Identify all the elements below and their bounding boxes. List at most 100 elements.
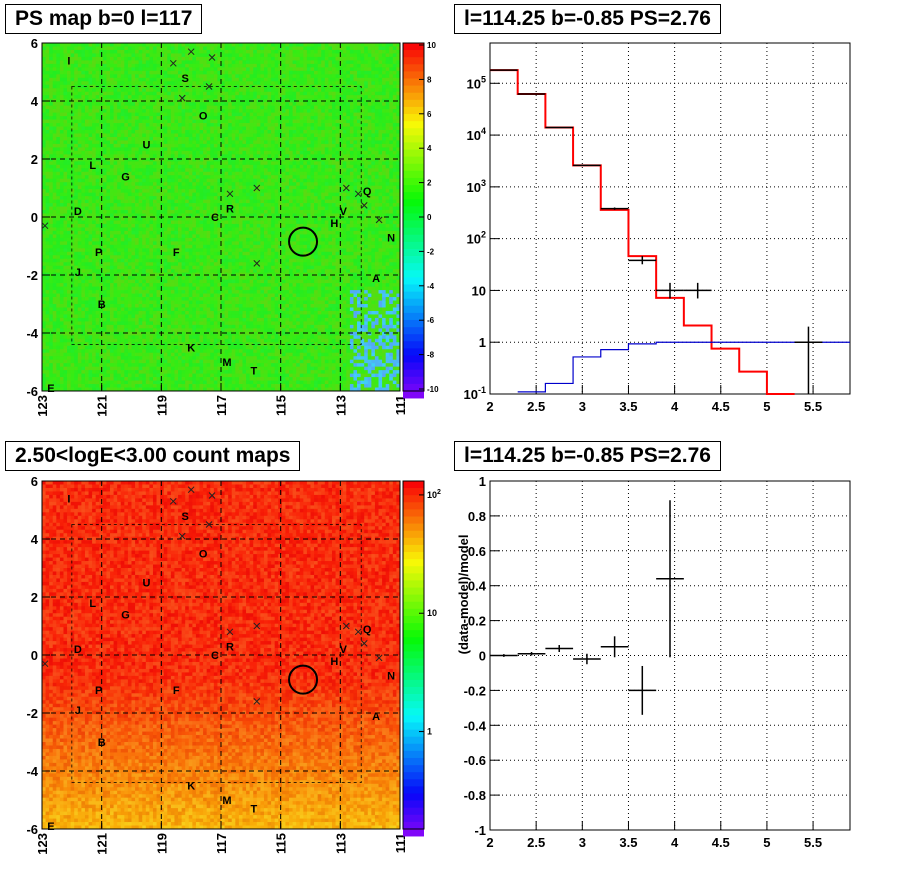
ps-cell	[185, 328, 189, 332]
ps-cell	[110, 165, 114, 169]
ps-cell	[96, 147, 100, 151]
ps-cell	[167, 43, 171, 47]
ps-cell	[74, 227, 78, 231]
ps-cell	[185, 259, 189, 263]
ps-cell	[167, 349, 171, 353]
ps-cell	[49, 186, 53, 190]
ps-cell	[74, 196, 78, 200]
ps-cell	[182, 158, 186, 162]
ps-cell	[132, 113, 136, 117]
ps-cell	[182, 200, 186, 204]
ps-cell	[135, 307, 139, 311]
ps-cell	[149, 113, 153, 117]
ps-cell	[110, 78, 114, 82]
ps-cell	[60, 367, 64, 371]
ps-cell	[63, 304, 67, 308]
ps-cell	[135, 144, 139, 148]
ps-cell	[121, 196, 125, 200]
ps-cell	[174, 46, 178, 50]
ps-cell	[146, 360, 150, 364]
ps-cell	[157, 161, 161, 165]
ps-cell	[89, 67, 93, 71]
ps-cell	[124, 200, 128, 204]
ps-cell	[60, 120, 64, 124]
ps-cell	[42, 182, 46, 186]
ps-cell	[71, 144, 75, 148]
ps-cell	[85, 259, 89, 263]
ps-cell	[42, 377, 46, 381]
ps-cell	[167, 252, 171, 256]
ps-cell	[146, 287, 150, 291]
ps-cell	[103, 360, 107, 364]
ps-cell	[128, 287, 132, 291]
ps-cell	[164, 231, 168, 235]
ps-cell	[174, 381, 178, 385]
ps-cell	[53, 120, 57, 124]
ps-cell	[135, 137, 139, 141]
ps-cell	[117, 325, 121, 329]
ps-cell	[89, 207, 93, 211]
ps-cell	[103, 165, 107, 169]
ps-cell	[182, 133, 186, 137]
ps-cell	[67, 46, 71, 50]
ps-cell	[192, 154, 196, 158]
ps-cell	[128, 127, 132, 131]
ps-cell	[81, 130, 85, 134]
ps-cell	[56, 381, 60, 385]
ps-cell	[128, 214, 132, 218]
ps-cell	[171, 113, 175, 117]
ps-cell	[167, 109, 171, 113]
ps-cell	[46, 356, 50, 360]
ps-cell	[189, 217, 193, 221]
ps-cell	[71, 280, 75, 284]
ps-cell	[174, 50, 178, 54]
ps-cell	[89, 95, 93, 99]
ps-cell	[56, 74, 60, 78]
ps-cell	[103, 349, 107, 353]
ps-cell	[89, 381, 93, 385]
ps-cell	[117, 217, 121, 221]
ps-cell	[139, 231, 143, 235]
ps-cell	[153, 71, 157, 75]
ps-cell	[153, 374, 157, 378]
ps-cell	[106, 53, 110, 57]
ps-cell	[81, 64, 85, 68]
ps-cell	[60, 318, 64, 322]
ps-cell	[178, 269, 182, 273]
ps-cell	[74, 220, 78, 224]
ps-cell	[46, 297, 50, 301]
ps-cell	[74, 78, 78, 82]
ps-cell	[71, 88, 75, 92]
ps-cell	[110, 301, 114, 305]
ps-cell	[46, 186, 50, 190]
ps-cell	[157, 287, 161, 291]
ps-cell	[142, 374, 146, 378]
ps-cell	[167, 290, 171, 294]
ps-cell	[124, 283, 128, 287]
ps-cell	[157, 172, 161, 176]
ps-cell	[67, 234, 71, 238]
ps-cell	[160, 262, 164, 266]
ps-cell	[46, 231, 50, 235]
ps-cell	[103, 137, 107, 141]
ps-cell	[67, 269, 71, 273]
ps-cell	[110, 207, 114, 211]
ps-cell	[189, 78, 193, 82]
ps-cell	[96, 321, 100, 325]
ps-cell	[182, 182, 186, 186]
ps-cell	[174, 304, 178, 308]
ps-cell	[46, 339, 50, 343]
ps-cell	[146, 210, 150, 214]
ps-cell	[85, 248, 89, 252]
ps-cell	[153, 231, 157, 235]
ps-cell	[92, 342, 96, 346]
ps-cell	[110, 353, 114, 357]
ps-cell	[160, 328, 164, 332]
ps-cell	[182, 238, 186, 242]
ps-cell	[124, 349, 128, 353]
ps-cell	[42, 88, 46, 92]
ps-cell	[160, 140, 164, 144]
ps-cell	[132, 259, 136, 263]
ps-cell	[128, 269, 132, 273]
ps-cell	[92, 377, 96, 381]
